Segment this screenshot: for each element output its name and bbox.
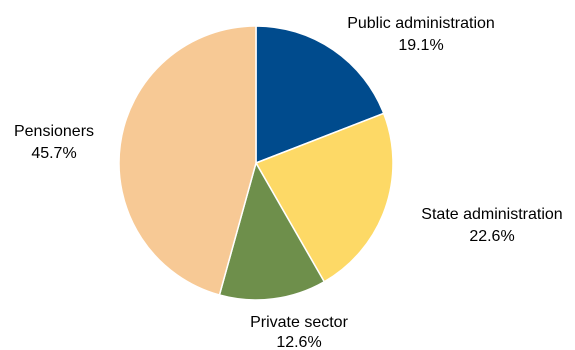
value-label-state-administration: 22.6% <box>469 228 514 245</box>
value-label-public-administration: 19.1% <box>398 37 443 54</box>
value-label-pensioners: 45.7% <box>31 145 76 162</box>
category-label-public-administration: Public administration <box>347 15 495 32</box>
value-label-private-sector: 12.6% <box>276 334 321 350</box>
pie-slices <box>118 25 394 301</box>
pie-slice-private-sector <box>218 161 326 301</box>
label-state-administration: State administration 22.6% <box>421 206 562 245</box>
label-public-administration: Public administration 19.1% <box>347 15 495 54</box>
pie-slice-public-administration <box>255 25 385 165</box>
category-label-pensioners: Pensioners <box>14 123 94 140</box>
category-label-state-administration: State administration <box>421 206 562 223</box>
category-label-private-sector: Private sector <box>250 314 348 331</box>
label-private-sector: Private sector 12.6% <box>250 314 348 350</box>
label-pensioners: Pensioners 45.7% <box>14 123 94 162</box>
pie-slice-state-administration <box>254 112 394 283</box>
pie-slice-pensioners <box>118 25 257 296</box>
